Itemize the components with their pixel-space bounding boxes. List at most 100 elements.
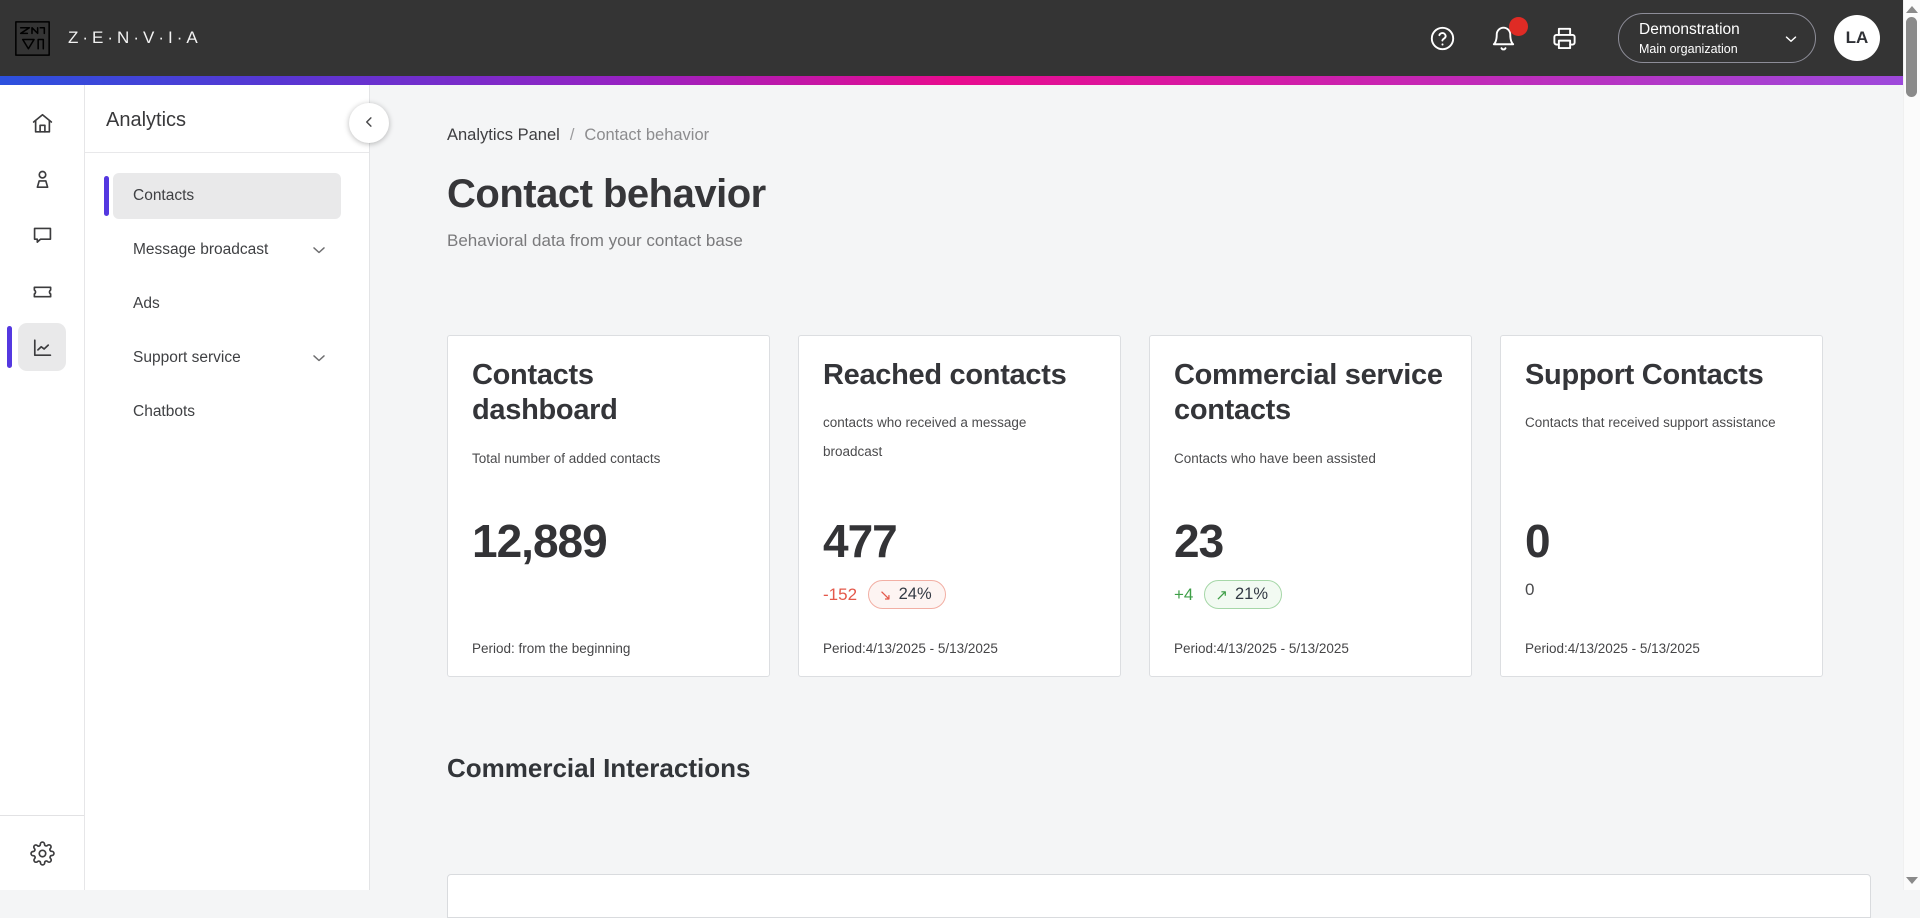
card-period: Period:4/13/2025 - 5/13/2025 <box>1525 641 1700 656</box>
notifications-button[interactable] <box>1490 17 1528 53</box>
scrollbar-up-arrow[interactable] <box>1906 6 1918 13</box>
menu-item-ads[interactable]: Ads <box>113 281 341 327</box>
line-chart-icon <box>30 335 55 360</box>
analytics-menu: Contacts Message broadcast Ads Support s… <box>85 173 369 435</box>
menu-item-label: Ads <box>133 295 160 312</box>
home-icon <box>30 111 55 136</box>
card-commercial-service-contacts: Commercial service contacts Contacts who… <box>1149 335 1472 677</box>
chevron-down-icon <box>309 240 329 260</box>
delta-value: -152 <box>823 584 858 604</box>
main-content: Analytics Panel / Contact behavior Conta… <box>370 85 1886 918</box>
organization-subtitle: Main organization <box>1639 41 1738 56</box>
chat-bubble-icon <box>30 223 55 248</box>
brand-wordmark: Z·E·N·V·I·A <box>68 28 202 47</box>
sidebar-item-conversations[interactable] <box>18 211 66 259</box>
collapse-panel-button[interactable] <box>349 103 389 143</box>
card-value-block: 23 +4 ↗ 21% <box>1174 514 1282 609</box>
card-support-contacts: Support Contacts Contacts that received … <box>1500 335 1823 677</box>
card-contacts-dashboard: Contacts dashboard Total number of added… <box>447 335 770 677</box>
app-shell: Analytics Contacts Message broadcast Ads… <box>0 85 1903 918</box>
page-title: Contact behavior <box>447 172 766 216</box>
card-title: Support Contacts <box>1525 359 1764 391</box>
delta-value: 0 <box>1525 580 1535 599</box>
print-button[interactable] <box>1551 23 1581 53</box>
analytics-panel: Analytics Contacts Message broadcast Ads… <box>85 85 389 890</box>
card-reached-contacts: Reached contacts contacts who received a… <box>798 335 1121 677</box>
ticket-icon <box>30 279 55 304</box>
sidebar-item-home[interactable] <box>18 99 66 147</box>
scrollbar-down-arrow[interactable] <box>1906 877 1918 884</box>
card-description: Contacts who have been assisted <box>1174 450 1376 466</box>
menu-item-message-broadcast[interactable]: Message broadcast <box>113 227 341 273</box>
delta-value: +4 <box>1174 584 1194 604</box>
help-icon <box>1429 25 1459 52</box>
rail-divider <box>0 815 84 816</box>
sidebar-item-settings[interactable] <box>18 829 66 877</box>
person-icon <box>30 167 55 192</box>
panel-divider <box>85 152 369 153</box>
notification-badge-dot <box>1509 17 1528 36</box>
card-value-block: 0 0 <box>1525 514 1551 600</box>
menu-item-label: Contacts <box>133 187 195 204</box>
menu-item-support-service[interactable]: Support service <box>113 335 341 381</box>
card-delta-row: -152 ↘ 24% <box>823 580 946 609</box>
card-delta-row: +4 ↗ 21% <box>1174 580 1282 609</box>
trend-down-arrow-icon: ↘ <box>879 586 892 604</box>
card-value-block: 12,889 <box>472 514 608 568</box>
card-delta-row: 0 <box>1525 580 1550 600</box>
top-bar: Z·E·N·V·I·A Demonstration Main organizat… <box>0 0 1903 76</box>
commercial-interactions-card <box>447 874 1871 918</box>
brand-gradient-bar <box>0 76 1903 85</box>
panel-title: Analytics <box>106 109 187 131</box>
organization-selector[interactable]: Demonstration Main organization <box>1618 13 1816 63</box>
kpi-cards-row: Contacts dashboard Total number of added… <box>447 335 1886 677</box>
trend-badge-up: ↗ 21% <box>1204 580 1282 609</box>
menu-item-label: Message broadcast <box>133 241 269 258</box>
chevron-down-icon <box>309 348 329 368</box>
card-title: Commercial service contacts <box>1174 359 1443 427</box>
card-value: 0 <box>1525 515 1551 567</box>
help-button[interactable] <box>1429 23 1459 53</box>
sidebar-item-analytics[interactable] <box>7 323 66 371</box>
menu-item-label: Support service <box>133 349 241 366</box>
card-value-block: 477 -152 ↘ 24% <box>823 514 946 609</box>
card-description: Total number of added contacts <box>472 450 661 466</box>
breadcrumb-analytics-panel[interactable]: Analytics Panel <box>447 126 560 144</box>
vertical-scrollbar <box>1903 0 1920 890</box>
section-title-commercial-interactions: Commercial Interactions <box>447 753 751 783</box>
card-period: Period: from the beginning <box>472 641 631 656</box>
organization-name: Demonstration <box>1639 20 1740 38</box>
top-bar-actions: Demonstration Main organization LA <box>1398 13 1880 63</box>
trend-up-arrow-icon: ↗ <box>1215 586 1228 604</box>
card-period: Period:4/13/2025 - 5/13/2025 <box>1174 641 1349 656</box>
menu-item-label: Chatbots <box>133 403 196 420</box>
chevron-left-icon <box>360 113 378 134</box>
brand: Z·E·N·V·I·A <box>14 20 202 57</box>
card-value: 23 <box>1174 515 1224 567</box>
breadcrumb: Analytics Panel / Contact behavior <box>447 126 1886 145</box>
gear-icon <box>29 840 55 866</box>
avatar-initials: LA <box>1845 28 1869 47</box>
menu-item-contacts[interactable]: Contacts <box>104 173 341 219</box>
page-subtitle: Behavioral data from your contact base <box>447 231 743 250</box>
trend-percent: 21% <box>1234 585 1268 603</box>
card-period: Period:4/13/2025 - 5/13/2025 <box>823 641 998 656</box>
card-description: contacts who received a message broadcas… <box>823 415 1027 460</box>
trend-percent: 24% <box>898 585 932 603</box>
sidebar-item-contacts[interactable] <box>18 155 66 203</box>
scrollbar-thumb[interactable] <box>1906 17 1917 97</box>
card-value: 12,889 <box>472 515 608 567</box>
breadcrumb-current: Contact behavior <box>584 126 710 144</box>
sidebar-item-tickets[interactable] <box>18 267 66 315</box>
avatar[interactable]: LA <box>1834 15 1880 61</box>
menu-item-chatbots[interactable]: Chatbots <box>113 389 341 435</box>
card-title: Reached contacts <box>823 359 1067 391</box>
card-description: Contacts that received support assistanc… <box>1525 415 1776 431</box>
zenvia-logo-icon <box>14 20 51 57</box>
icon-rail <box>0 85 85 890</box>
trend-badge-down: ↘ 24% <box>868 580 946 609</box>
printer-icon <box>1551 25 1581 52</box>
breadcrumb-separator: / <box>569 126 575 144</box>
chevron-down-icon <box>1782 30 1800 51</box>
card-title: Contacts dashboard <box>472 359 618 427</box>
